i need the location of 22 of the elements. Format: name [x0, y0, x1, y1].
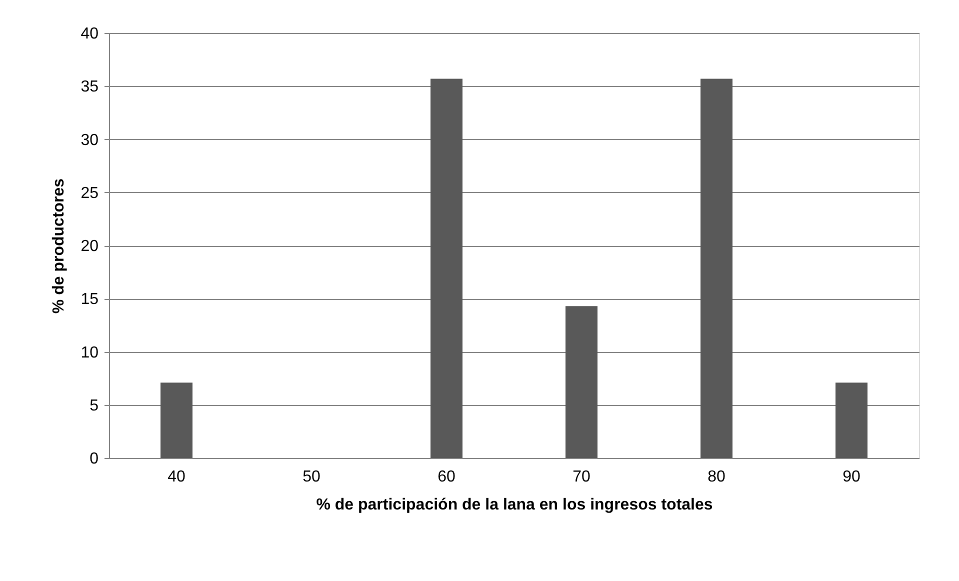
bar: [836, 382, 868, 458]
y-tick-label: 20: [80, 238, 99, 255]
bar: [700, 78, 732, 458]
y-axis-title: % de productores: [50, 178, 68, 314]
x-tick-label: 80: [708, 468, 726, 486]
y-tick-label: 25: [80, 184, 99, 202]
x-tick-label: 40: [168, 468, 186, 486]
y-tick-label: 35: [80, 78, 99, 96]
y-tick-label: 0: [90, 450, 99, 468]
bar: [160, 382, 192, 458]
x-tick-label: 50: [302, 468, 320, 486]
y-tick-label: 30: [80, 132, 99, 149]
y-tick-label: 10: [80, 344, 99, 362]
y-tick-label: 15: [80, 291, 99, 308]
x-tick-label: 90: [842, 468, 860, 486]
bar: [430, 78, 462, 458]
bar: [566, 306, 598, 458]
x-tick-label: 60: [438, 468, 456, 486]
y-tick-label: 40: [80, 26, 99, 42]
x-axis-title: % de participación de la lana en los ingresos totales: [316, 496, 713, 514]
x-tick-label: 70: [572, 468, 590, 486]
y-tick-label: 5: [90, 397, 99, 414]
